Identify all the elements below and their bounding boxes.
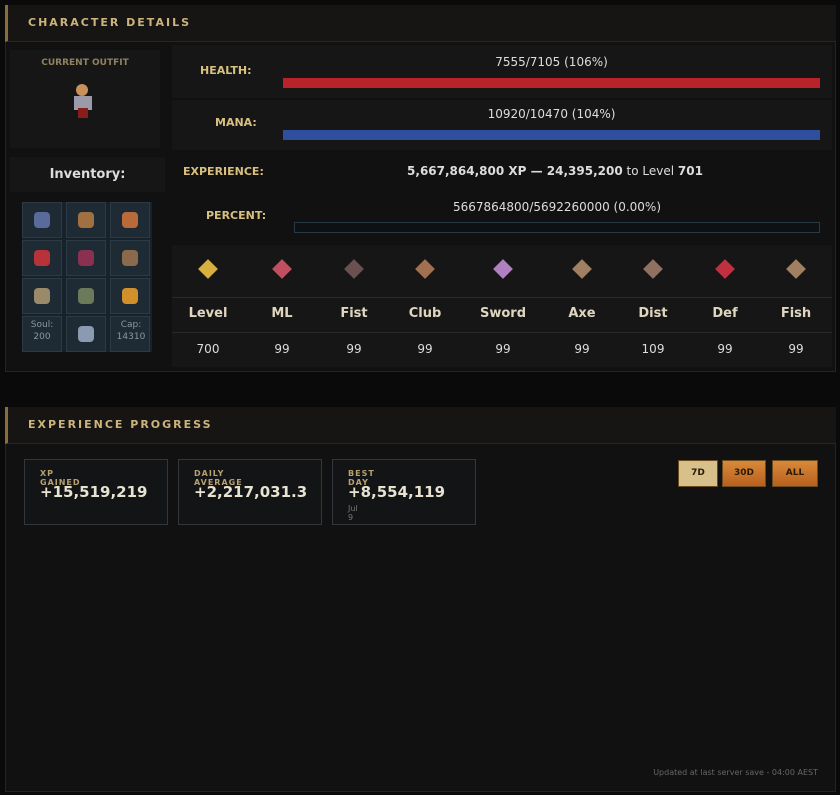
inventory-slot — [110, 240, 150, 276]
health-text: 7555/7105 (106%) — [495, 55, 608, 69]
mana-text: 10920/10470 (104%) — [487, 107, 616, 121]
item-icon — [122, 212, 138, 228]
stat-value: +15,519,219 — [40, 483, 148, 501]
range-button[interactable]: 7D — [678, 460, 718, 487]
stat-value: +2,217,031.3 — [194, 483, 308, 501]
mana-label: MANA: — [215, 116, 257, 129]
inventory-label: Inventory: — [10, 157, 165, 192]
panel-title: CHARACTER DETAILS — [5, 5, 836, 42]
inventory-slot — [66, 278, 106, 314]
soul-value: 200 — [33, 332, 51, 342]
skill-value: 99 — [717, 342, 733, 356]
next-level: 701 — [677, 164, 703, 178]
panel-title: EXPERIENCE PROGRESS — [5, 407, 836, 444]
health-label: HEALTH: — [200, 64, 252, 77]
skill-name: Level — [188, 306, 228, 321]
stat-box — [24, 459, 168, 525]
percent-label: PERCENT: — [206, 209, 267, 222]
skill-value: 99 — [574, 342, 590, 356]
skill-name: ML — [271, 306, 293, 321]
item-icon — [122, 288, 138, 304]
skill-name: Axe — [568, 306, 596, 321]
mana-bar — [283, 130, 820, 140]
percent-bar — [294, 222, 820, 233]
skill-name: Fish — [780, 306, 812, 321]
item-icon — [78, 288, 94, 304]
inventory-slot — [110, 278, 150, 314]
skill-name: Dist — [638, 306, 668, 321]
item-icon — [122, 250, 138, 266]
inventory-slot — [110, 202, 150, 238]
experience-label: EXPERIENCE: — [183, 165, 264, 178]
stat-label: DAILY AVERAGE — [194, 469, 243, 487]
cap-label: Cap: — [120, 320, 142, 330]
stat-label: XP GAINED — [40, 469, 81, 487]
cap-value: 14310 — [116, 332, 146, 342]
inventory-slot — [66, 316, 106, 352]
to-text: to Level — [622, 164, 678, 178]
soul-label: Soul: — [30, 320, 54, 330]
item-icon — [34, 288, 50, 304]
skill-value: 109 — [641, 342, 665, 356]
sep: — — [526, 164, 547, 178]
skill-value: 700 — [196, 342, 220, 356]
stat-note: Jul 9 — [348, 504, 358, 522]
xp-to: 24,395,200 — [546, 164, 623, 178]
range-button[interactable]: ALL — [772, 460, 818, 487]
footer: Updated at last server save - 04:00 AEST — [653, 768, 818, 777]
skill-name: Fist — [340, 306, 368, 321]
stat-label: BEST DAY — [348, 469, 375, 487]
percent-text: 5667864800/5692260000 (0.00%) — [452, 200, 662, 214]
skill-name: Def — [712, 306, 738, 321]
inventory-slot — [66, 202, 106, 238]
experience-text: 5,667,864,800 XP — 24,395,200 to Level 7… — [290, 164, 820, 178]
outfit-label: CURRENT OUTFIT — [41, 58, 129, 68]
item-icon — [34, 212, 50, 228]
xp: 5,667,864,800 XP — [407, 164, 527, 178]
skill-value: 99 — [274, 342, 290, 356]
skill-divider — [172, 332, 832, 333]
skill-value: 99 — [346, 342, 362, 356]
inventory-slot — [110, 316, 150, 352]
stat-box — [178, 459, 322, 525]
inventory-slot — [22, 202, 62, 238]
skill-name: Sword — [479, 306, 527, 321]
health-bar — [283, 78, 820, 88]
inventory-slot — [66, 240, 106, 276]
stat-value: +8,554,119 — [348, 483, 446, 501]
mana-row — [172, 100, 832, 150]
item-icon — [78, 250, 94, 266]
item-icon — [78, 326, 94, 342]
skill-value: 99 — [788, 342, 804, 356]
inventory-slot — [22, 278, 62, 314]
inventory-slot — [22, 316, 62, 352]
stat-box — [332, 459, 476, 525]
inventory-slot — [22, 240, 62, 276]
outfit-icon — [74, 84, 92, 118]
range-button[interactable]: 30D — [722, 460, 766, 487]
item-icon — [78, 212, 94, 228]
skill-value: 99 — [495, 342, 511, 356]
skill-name: Club — [408, 306, 442, 321]
item-icon — [34, 250, 50, 266]
skill-divider — [172, 297, 832, 298]
skill-value: 99 — [417, 342, 433, 356]
health-row — [172, 45, 832, 98]
inventory-grid — [22, 202, 152, 352]
